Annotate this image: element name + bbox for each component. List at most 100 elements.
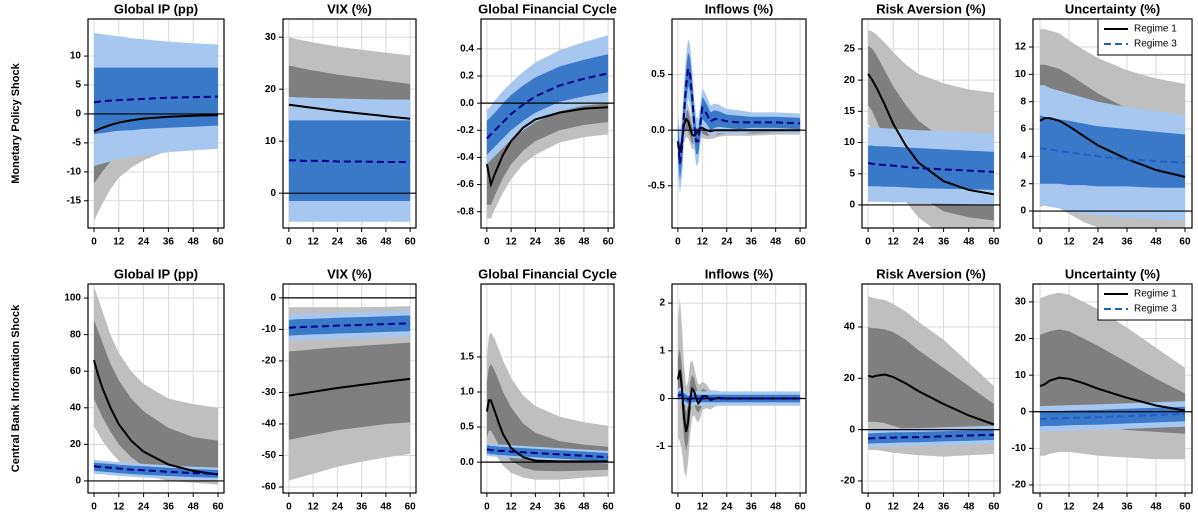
plot-frame (480, 18, 615, 229)
y-tick-label: 20 (265, 84, 277, 95)
y-tick-label: 40 (844, 322, 856, 333)
plot-area (672, 298, 806, 478)
plot-area (1033, 292, 1192, 460)
x-tick-label: 36 (746, 502, 758, 513)
x-tick-label: 24 (1092, 237, 1104, 248)
x-tick-label: 24 (721, 237, 733, 248)
x-tick-label: 36 (356, 502, 368, 513)
y-tick-label: 0 (270, 188, 276, 199)
panel: Risk Aversion (%) -20 0 20 40 0 12 24 36 48 60 (841, 266, 1001, 513)
plot-area (88, 32, 224, 222)
panel: Global Financial Cycle -0.8 -0.6 -0.4 -0.2 0.… (457, 1, 617, 247)
plot-area (1033, 29, 1192, 228)
x-tick-label: 48 (188, 237, 200, 248)
y-tick-label: 0 (270, 293, 276, 304)
y-tick-label: -0.6 (457, 179, 475, 190)
x-tick-label: 24 (530, 502, 542, 513)
plot-area (862, 30, 1000, 228)
y-tick-label: 40 (70, 402, 82, 413)
x-tick-label: 48 (770, 237, 782, 248)
y-tick-label: 0.0 (460, 457, 474, 468)
legend-label: Regime 3 (1134, 39, 1177, 50)
plot-area (481, 332, 614, 480)
y-tick-label: 25 (844, 44, 856, 55)
panel-title: Global Financial Cycle (478, 266, 617, 281)
confidence-band (677, 298, 801, 478)
y-tick-label: 8 (1020, 96, 1026, 107)
panel-title: Inflows (%) (705, 1, 774, 16)
y-tick-label: 0.2 (460, 71, 474, 82)
y-tick-label: 10 (265, 136, 277, 147)
x-tick-label: 36 (938, 237, 950, 248)
y-tick-label: -15 (67, 195, 82, 206)
x-tick-label: 0 (865, 502, 871, 513)
y-tick-label: 0.4 (460, 43, 474, 54)
y-tick-label: 1.0 (460, 387, 474, 398)
line (93, 465, 219, 475)
y-tick-label: 15 (844, 106, 856, 117)
plot-frame (87, 283, 225, 494)
row-label: Central Bank Information Shock (10, 304, 22, 472)
x-tick-label: 24 (530, 237, 542, 248)
y-tick-label: -20 (262, 356, 277, 367)
y-tick-label: -0.4 (457, 152, 475, 163)
y-tick-label: 30 (265, 32, 277, 43)
panel: Global IP (pp) Central Bank Information S… (10, 266, 225, 513)
panel: Global IP (pp) Monetary Policy Shock -15 -1… (10, 1, 225, 248)
legend-label: Regime 1 (1134, 24, 1177, 35)
plot-area (88, 287, 224, 485)
x-tick-label: 48 (963, 502, 975, 513)
y-tick-label: -50 (262, 450, 277, 461)
y-tick-label: 20 (844, 373, 856, 384)
x-tick-label: 12 (888, 237, 900, 248)
line (1039, 117, 1186, 178)
line (867, 73, 995, 196)
x-tick-label: 12 (113, 502, 125, 513)
y-tick-label: 2 (659, 298, 665, 309)
y-tick-label: -10 (1012, 443, 1027, 454)
x-tick-label: 60 (988, 502, 1000, 513)
x-tick-label: 60 (405, 237, 417, 248)
plot-frame (282, 18, 417, 229)
x-tick-label: 0 (484, 502, 490, 513)
line (93, 95, 219, 104)
x-tick-label: 48 (188, 502, 200, 513)
x-tick-label: 60 (212, 502, 224, 513)
x-tick-label: 24 (138, 502, 150, 513)
plot-area (481, 35, 614, 219)
y-tick-label: 0 (75, 109, 81, 120)
y-tick-label: 12 (1015, 42, 1027, 53)
panel-title: Global IP (pp) (114, 266, 198, 281)
x-tick-label: 48 (380, 502, 392, 513)
panel-title: Inflows (%) (705, 266, 774, 281)
x-tick-label: 48 (578, 502, 590, 513)
x-tick-label: 36 (746, 237, 758, 248)
panel: Uncertainty (%) -20 -10 0 10 20 30 0 12 24 36 48 60 R… (1012, 266, 1193, 513)
y-tick-label: 0 (1020, 206, 1026, 217)
confidence-band (868, 145, 994, 190)
x-tick-label: 60 (212, 237, 224, 248)
legend-box (1097, 18, 1193, 56)
line (1039, 147, 1186, 164)
y-tick-label: 30 (1015, 297, 1027, 308)
line (486, 72, 609, 140)
y-tick-label: 10 (1015, 370, 1027, 381)
line (288, 377, 411, 397)
confidence-band (288, 342, 411, 440)
line (288, 322, 411, 329)
y-tick-label: 10 (844, 137, 856, 148)
legend: Regime 1 Regime 3 (1097, 283, 1193, 321)
y-tick-label: 20 (1015, 333, 1027, 344)
y-tick-label: 0 (849, 200, 855, 211)
x-tick-label: 0 (675, 502, 681, 513)
x-tick-label: 0 (286, 237, 292, 248)
x-tick-label: 24 (1092, 502, 1104, 513)
plot-frame (861, 283, 1001, 494)
line (1039, 376, 1186, 412)
y-tick-label: 80 (70, 329, 82, 340)
x-tick-label: 60 (603, 237, 615, 248)
x-tick-label: 48 (963, 237, 975, 248)
y-tick-label: -0.5 (648, 180, 666, 191)
plot-frame (87, 18, 225, 229)
confidence-band (486, 364, 609, 472)
